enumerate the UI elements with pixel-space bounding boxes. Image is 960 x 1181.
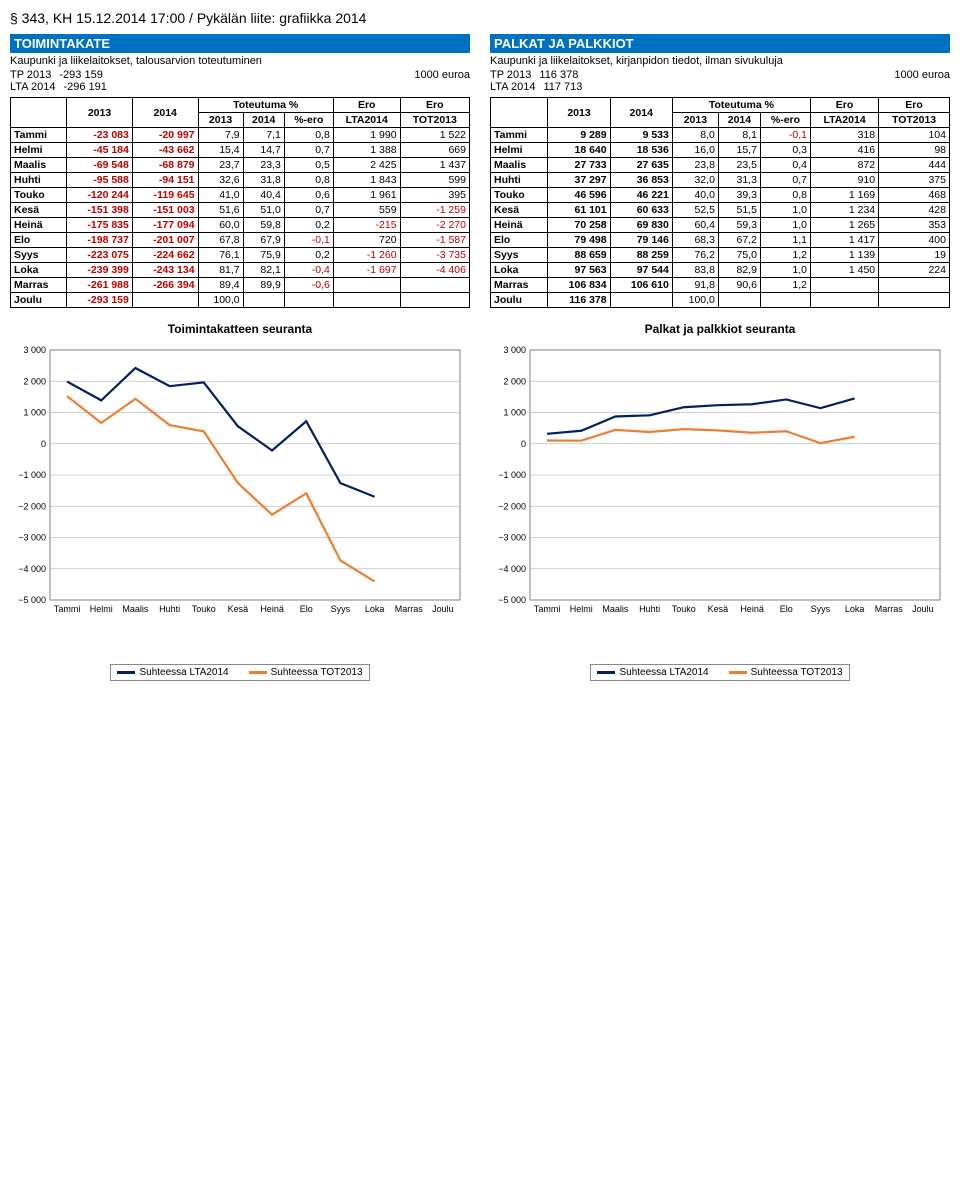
svg-text:Joulu: Joulu	[432, 604, 454, 614]
table-row: Marras-261 988-266 39489,489,9-0,6	[11, 278, 470, 293]
table-row: Syys-223 075-224 66276,175,90,2-1 260-3 …	[11, 248, 470, 263]
right-tp-label: TP 2013	[490, 69, 531, 81]
left-subtitle: Kaupunki ja liikelaitokset, talousarvion…	[10, 53, 470, 69]
table-row: Heinä-175 835-177 09460,059,80,2-215-2 2…	[11, 218, 470, 233]
right-lta-value: 117 713	[543, 81, 582, 93]
svg-text:Loka: Loka	[845, 604, 865, 614]
left-chart: −5 000 −4 000 −3 000 −2 000 −1 000 0 1 000 2 00…	[10, 340, 470, 660]
left-column: TOIMINTAKATE Kaupunki ja liikelaitokset,…	[10, 34, 470, 681]
right-column: PALKAT JA PALKKIOT Kaupunki ja liikelait…	[490, 34, 950, 681]
svg-text:Tammi: Tammi	[54, 604, 81, 614]
svg-text:2 000: 2 000	[503, 376, 526, 386]
right-lta-label: LTA 2014	[490, 81, 535, 93]
table-row: Elo79 49879 14668,367,21,11 417400	[491, 233, 950, 248]
left-meta: TP 2013 -293 159 LTA 2014 -296 191 1000 eu…	[10, 69, 470, 93]
svg-text:3 000: 3 000	[503, 345, 526, 355]
left-tp-label: TP 2013	[10, 69, 51, 81]
right-legend: Suhteessa LTA2014 Suhteessa TOT2013	[590, 664, 849, 681]
legend-item: Suhteessa LTA2014	[597, 667, 708, 678]
svg-text:Joulu: Joulu	[912, 604, 934, 614]
table-row: Loka97 56397 54483,882,91,01 450224	[491, 263, 950, 278]
left-table: 20132014Toteutuma %EroEro20132014%-eroLT…	[10, 97, 470, 308]
svg-text:−2 000: −2 000	[498, 501, 526, 511]
svg-text:−4 000: −4 000	[498, 564, 526, 574]
svg-text:Maalis: Maalis	[602, 604, 629, 614]
left-chart-title: Toimintakatteen seuranta	[10, 322, 470, 336]
table-row: Touko46 59646 22140,039,30,81 169468	[491, 188, 950, 203]
svg-text:Elo: Elo	[300, 604, 313, 614]
svg-text:−5 000: −5 000	[498, 595, 526, 605]
table-row: Huhti37 29736 85332,031,30,7910375	[491, 173, 950, 188]
svg-text:Helmi: Helmi	[570, 604, 593, 614]
svg-text:Heinä: Heinä	[740, 604, 764, 614]
table-row: Touko-120 244-119 64541,040,40,61 961395	[11, 188, 470, 203]
table-row: Joulu-293 159100,0	[11, 293, 470, 308]
svg-text:Loka: Loka	[365, 604, 385, 614]
table-row: Huhti-95 588-94 15132,631,80,81 843599	[11, 173, 470, 188]
right-subtitle: Kaupunki ja liikelaitokset, kirjanpidon …	[490, 53, 950, 69]
table-row: Kesä-151 398-151 00351,651,00,7559-1 259	[11, 203, 470, 218]
left-legend: Suhteessa LTA2014 Suhteessa TOT2013	[110, 664, 369, 681]
legend-item: Suhteessa LTA2014	[117, 667, 228, 678]
svg-text:Kesä: Kesä	[708, 604, 729, 614]
left-unit: 1000 euroa	[414, 69, 470, 93]
svg-text:1 000: 1 000	[23, 408, 46, 418]
table-row: Marras106 834106 61091,890,61,2	[491, 278, 950, 293]
svg-text:−5 000: −5 000	[18, 595, 46, 605]
svg-text:Syys: Syys	[811, 604, 831, 614]
svg-text:Marras: Marras	[875, 604, 904, 614]
right-tp-value: 116 378	[539, 69, 578, 81]
svg-text:Heinä: Heinä	[260, 604, 284, 614]
svg-text:Huhti: Huhti	[639, 604, 660, 614]
legend-item: Suhteessa TOT2013	[249, 667, 363, 678]
svg-text:−4 000: −4 000	[18, 564, 46, 574]
svg-text:1 000: 1 000	[503, 408, 526, 418]
svg-text:−3 000: −3 000	[498, 533, 526, 543]
right-meta: TP 2013 116 378 LTA 2014 117 713 1000 euro…	[490, 69, 950, 93]
left-lta-label: LTA 2014	[10, 81, 55, 93]
table-row: Kesä61 10160 63352,551,51,01 234428	[491, 203, 950, 218]
svg-text:3 000: 3 000	[23, 345, 46, 355]
right-chart-title: Palkat ja palkkiot seuranta	[490, 322, 950, 336]
svg-text:Touko: Touko	[192, 604, 216, 614]
svg-text:Huhti: Huhti	[159, 604, 180, 614]
svg-text:Touko: Touko	[672, 604, 696, 614]
table-row: Tammi9 2899 5338,08,1-0,1318104	[491, 128, 950, 143]
two-column-layout: TOIMINTAKATE Kaupunki ja liikelaitokset,…	[10, 34, 950, 681]
table-row: Loka-239 399-243 13481,782,1-0,4-1 697-4…	[11, 263, 470, 278]
table-row: Maalis27 73327 63523,823,50,4872444	[491, 158, 950, 173]
table-row: Elo-198 737-201 00767,867,9-0,1720-1 587	[11, 233, 470, 248]
svg-text:Syys: Syys	[331, 604, 351, 614]
table-row: Joulu116 378100,0	[491, 293, 950, 308]
table-row: Heinä70 25869 83060,459,31,01 265353	[491, 218, 950, 233]
svg-text:Elo: Elo	[780, 604, 793, 614]
page-header: § 343, KH 15.12.2014 17:00 / Pykälän lii…	[10, 10, 950, 26]
svg-text:0: 0	[521, 439, 526, 449]
svg-text:−1 000: −1 000	[18, 470, 46, 480]
svg-text:Marras: Marras	[395, 604, 424, 614]
table-row: Maalis-69 548-68 87923,723,30,52 4251 43…	[11, 158, 470, 173]
table-row: Syys88 65988 25976,275,01,21 13919	[491, 248, 950, 263]
svg-text:Maalis: Maalis	[122, 604, 149, 614]
table-row: Helmi-45 184-43 66215,414,70,71 388669	[11, 143, 470, 158]
left-lta-value: -296 191	[63, 81, 106, 93]
svg-text:Kesä: Kesä	[228, 604, 249, 614]
left-title: TOIMINTAKATE	[10, 34, 470, 53]
right-table: 20132014Toteutuma %EroEro20132014%-eroLT…	[490, 97, 950, 308]
svg-text:2 000: 2 000	[23, 376, 46, 386]
right-unit: 1000 euroa	[894, 69, 950, 93]
svg-text:Tammi: Tammi	[534, 604, 561, 614]
svg-text:0: 0	[41, 439, 46, 449]
svg-text:Helmi: Helmi	[90, 604, 113, 614]
svg-text:−2 000: −2 000	[18, 501, 46, 511]
svg-text:−1 000: −1 000	[498, 470, 526, 480]
table-row: Helmi18 64018 53616,015,70,341698	[491, 143, 950, 158]
left-tp-value: -293 159	[59, 69, 102, 81]
legend-item: Suhteessa TOT2013	[729, 667, 843, 678]
right-chart: −5 000 −4 000 −3 000 −2 000 −1 000 0 1 000 2 00…	[490, 340, 950, 660]
table-row: Tammi-23 083-20 9977,97,10,81 9901 522	[11, 128, 470, 143]
svg-text:−3 000: −3 000	[18, 533, 46, 543]
right-title: PALKAT JA PALKKIOT	[490, 34, 950, 53]
